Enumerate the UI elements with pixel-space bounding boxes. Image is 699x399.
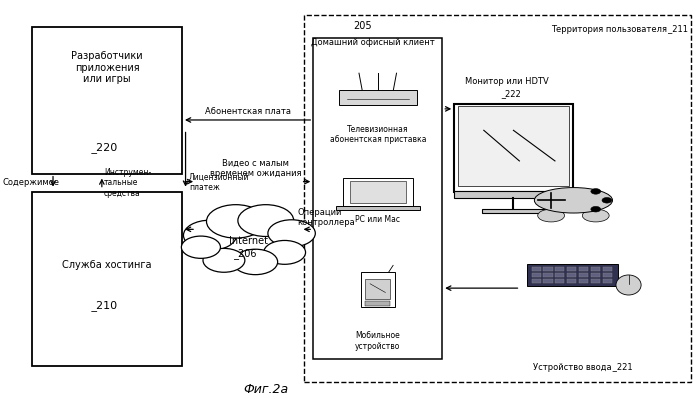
Bar	[531, 279, 540, 283]
Text: ̲210: ̲210	[96, 300, 117, 311]
Bar	[527, 264, 618, 286]
Bar	[32, 192, 182, 367]
Text: Домашний офисный клиент: Домашний офисный клиент	[311, 38, 435, 47]
Bar	[579, 279, 588, 283]
Bar	[603, 279, 612, 283]
Text: ̲206: ̲206	[239, 249, 258, 259]
Text: 205: 205	[353, 20, 372, 30]
Text: Видео с малым
временем ожидания: Видео с малым временем ожидания	[210, 159, 301, 178]
Bar	[603, 273, 612, 277]
Ellipse shape	[538, 209, 565, 222]
Text: Телевизионная
абонентская приставка: Телевизионная абонентская приставка	[329, 125, 426, 144]
Text: Мобильное
устройство: Мобильное устройство	[355, 331, 401, 351]
Circle shape	[602, 198, 612, 203]
Bar	[567, 279, 576, 283]
Bar	[579, 273, 588, 277]
Ellipse shape	[534, 188, 612, 213]
Text: Служба хостинга: Служба хостинга	[62, 260, 152, 270]
Text: РС или Мас: РС или Мас	[355, 215, 401, 223]
Text: Содержимое: Содержимое	[2, 178, 59, 187]
Bar	[567, 267, 576, 271]
Circle shape	[591, 206, 600, 212]
Text: Монитор или HDTV: Монитор или HDTV	[465, 77, 548, 86]
Text: Инструмен-
тальные
средства: Инструмен- тальные средства	[104, 168, 151, 198]
Bar	[579, 267, 588, 271]
Text: ̲220: ̲220	[96, 142, 117, 153]
Text: Территория пользователя  ̲211: Территория пользователя ̲211	[551, 25, 688, 34]
Bar	[350, 181, 405, 203]
Text: Internet: Internet	[229, 236, 268, 246]
Bar	[482, 209, 545, 213]
Text: ̲222: ̲222	[505, 89, 521, 98]
Bar	[454, 191, 572, 198]
Bar	[543, 279, 552, 283]
Bar	[32, 27, 182, 174]
Bar	[543, 267, 552, 271]
Circle shape	[591, 189, 600, 194]
Bar	[366, 279, 390, 298]
Bar	[454, 104, 572, 192]
Text: Разработчики
приложения
или игры: Разработчики приложения или игры	[71, 51, 143, 84]
Text: Лицензионный
платеж: Лицензионный платеж	[189, 173, 250, 192]
Bar	[336, 206, 419, 210]
Bar	[339, 90, 417, 105]
Bar	[304, 15, 691, 382]
Bar	[366, 301, 390, 306]
Bar	[591, 279, 600, 283]
Text: Устройство ввода  ̲221: Устройство ввода ̲221	[533, 363, 633, 372]
Ellipse shape	[616, 275, 641, 295]
Bar	[459, 106, 568, 186]
Bar	[555, 267, 564, 271]
Text: Операции
контроллера: Операции контроллера	[297, 208, 355, 227]
Bar	[543, 273, 552, 277]
Text: Абонентская плата: Абонентская плата	[205, 107, 291, 116]
Bar	[313, 38, 442, 359]
Bar	[531, 267, 540, 271]
Text: Фиг.2а: Фиг.2а	[243, 383, 289, 396]
Bar	[603, 267, 612, 271]
Bar	[567, 273, 576, 277]
Ellipse shape	[582, 209, 609, 222]
Bar	[343, 178, 412, 206]
Bar	[591, 267, 600, 271]
Bar	[531, 273, 540, 277]
Bar	[591, 273, 600, 277]
Bar	[555, 279, 564, 283]
Bar	[361, 273, 395, 307]
Bar	[555, 273, 564, 277]
